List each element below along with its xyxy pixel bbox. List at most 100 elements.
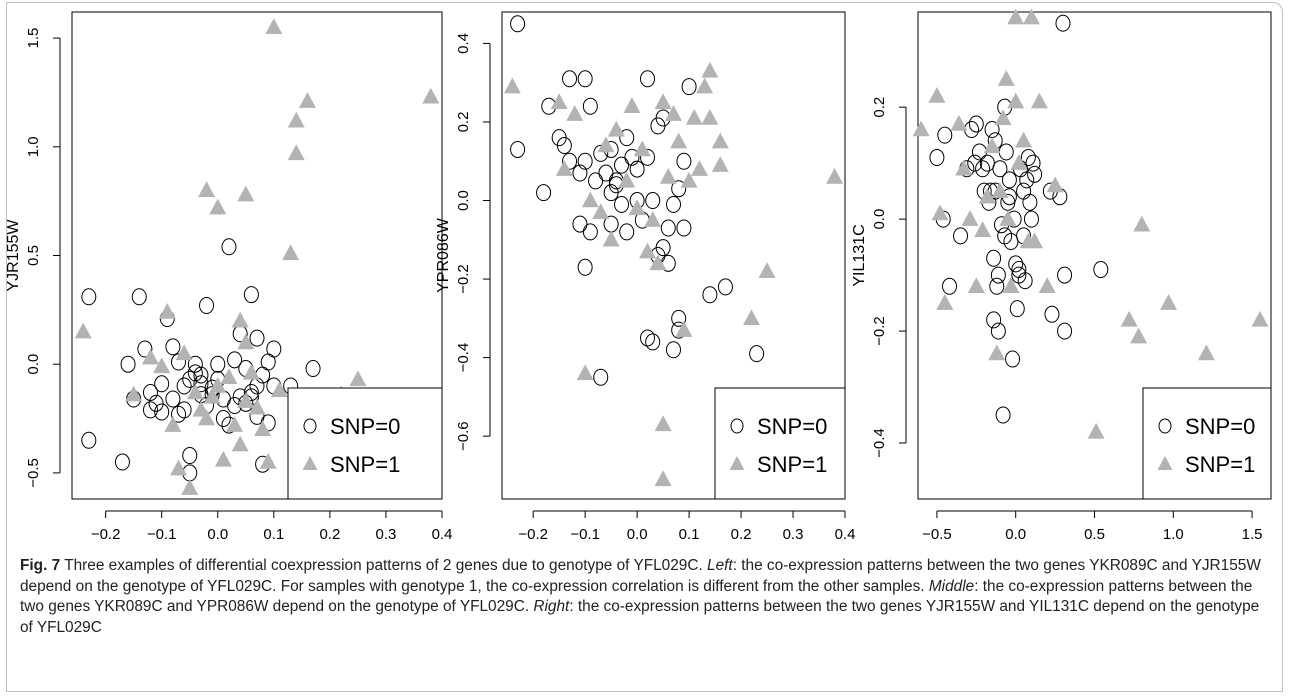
plot-frame (501, 11, 846, 500)
data-point (266, 340, 282, 358)
series-snp-0 (929, 14, 1109, 424)
data-point (556, 137, 572, 155)
caption-middle-text: : the co-expression patterns between the… (20, 577, 1253, 616)
legend-label-snp0: SNP=0 (1185, 414, 1255, 439)
data-point (181, 479, 199, 495)
y-tick-label: 0.2 (871, 97, 888, 118)
data-point (158, 303, 176, 319)
data-point (171, 353, 187, 371)
data-point (1197, 344, 1215, 361)
data-point (1011, 260, 1027, 278)
data-point (137, 340, 153, 358)
data-point (640, 148, 656, 166)
data-point (203, 387, 221, 404)
data-point (259, 453, 277, 469)
x-tick-label: −0.1 (147, 526, 177, 543)
data-point (182, 447, 198, 465)
data-point (1027, 165, 1043, 183)
data-point (711, 132, 729, 149)
x-tick-label: 0.1 (679, 526, 700, 543)
x-tick-label: 0.1 (263, 526, 284, 543)
legend: SNP=0 SNP=1 (287, 387, 443, 500)
y-tick-label: 1.0 (25, 136, 42, 157)
legend-marker-snp1 (729, 456, 745, 470)
data-point (593, 368, 609, 386)
scatter-panel-1: −0.2−0.10.00.10.20.30.4YKR089C−0.50.00.5… (5, 11, 452, 543)
data-point (1055, 14, 1071, 32)
data-point (120, 355, 136, 373)
data-point (193, 366, 209, 384)
data-point (176, 401, 192, 419)
data-point (974, 221, 992, 238)
data-point (231, 311, 249, 328)
data-point (248, 398, 266, 415)
data-point (1010, 154, 1028, 170)
data-point (1026, 232, 1044, 249)
data-point (618, 171, 636, 188)
data-point (640, 329, 656, 347)
data-point (220, 368, 238, 384)
data-point (942, 277, 958, 295)
data-point (1120, 310, 1138, 327)
data-point (991, 182, 1009, 198)
data-point (978, 187, 996, 204)
data-point (237, 392, 255, 408)
x-tick-label: 1.5 (1242, 526, 1263, 543)
series-snp-1 (912, 8, 1269, 445)
data-point (176, 377, 192, 395)
data-point (1046, 176, 1064, 193)
data-point (602, 230, 620, 247)
data-point (929, 149, 945, 167)
data-point (142, 401, 158, 419)
data-point (1015, 131, 1033, 148)
data-point (221, 238, 237, 256)
data-point (654, 470, 672, 487)
data-point (243, 383, 259, 401)
data-point (165, 390, 181, 408)
data-point (588, 172, 604, 190)
data-point (660, 219, 676, 237)
data-point (986, 249, 1002, 267)
data-point (1057, 266, 1073, 284)
y-tick-label: −0.4 (455, 343, 472, 373)
data-point (1160, 294, 1178, 310)
data-point (422, 87, 440, 104)
data-point (937, 126, 953, 144)
caption-middle-label: Middle (928, 577, 975, 595)
data-point (614, 156, 630, 174)
data-point (955, 159, 973, 176)
data-point (153, 357, 171, 374)
x-tick-label: 0.0 (627, 526, 648, 543)
y-tick-label: 0.0 (871, 209, 888, 230)
data-point (582, 97, 598, 115)
data-point (582, 223, 598, 241)
legend-box (1142, 387, 1272, 500)
x-tick-label: 0.2 (731, 526, 752, 543)
data-point (562, 70, 578, 88)
data-point (990, 322, 1006, 340)
data-point (675, 321, 693, 337)
data-point (298, 92, 316, 108)
x-tick-label: −0.1 (570, 526, 600, 543)
data-point (1001, 171, 1017, 189)
data-point (577, 70, 593, 88)
data-point (510, 140, 526, 158)
data-point (639, 242, 657, 259)
data-point (1251, 310, 1269, 327)
legend-marker-snp0 (730, 418, 744, 434)
data-point (1020, 149, 1036, 167)
x-tick-label: 0.3 (376, 526, 397, 543)
data-point (171, 405, 187, 423)
data-point (510, 15, 526, 33)
data-point (1087, 422, 1105, 439)
data-point (265, 18, 283, 34)
data-point (967, 154, 983, 172)
data-point (702, 286, 718, 304)
data-point (666, 195, 681, 213)
data-point (576, 364, 594, 381)
data-point (81, 288, 97, 306)
data-point (199, 297, 215, 315)
data-point (154, 403, 170, 421)
legend-label-snp1: SNP=1 (757, 452, 827, 477)
data-point (536, 184, 552, 202)
